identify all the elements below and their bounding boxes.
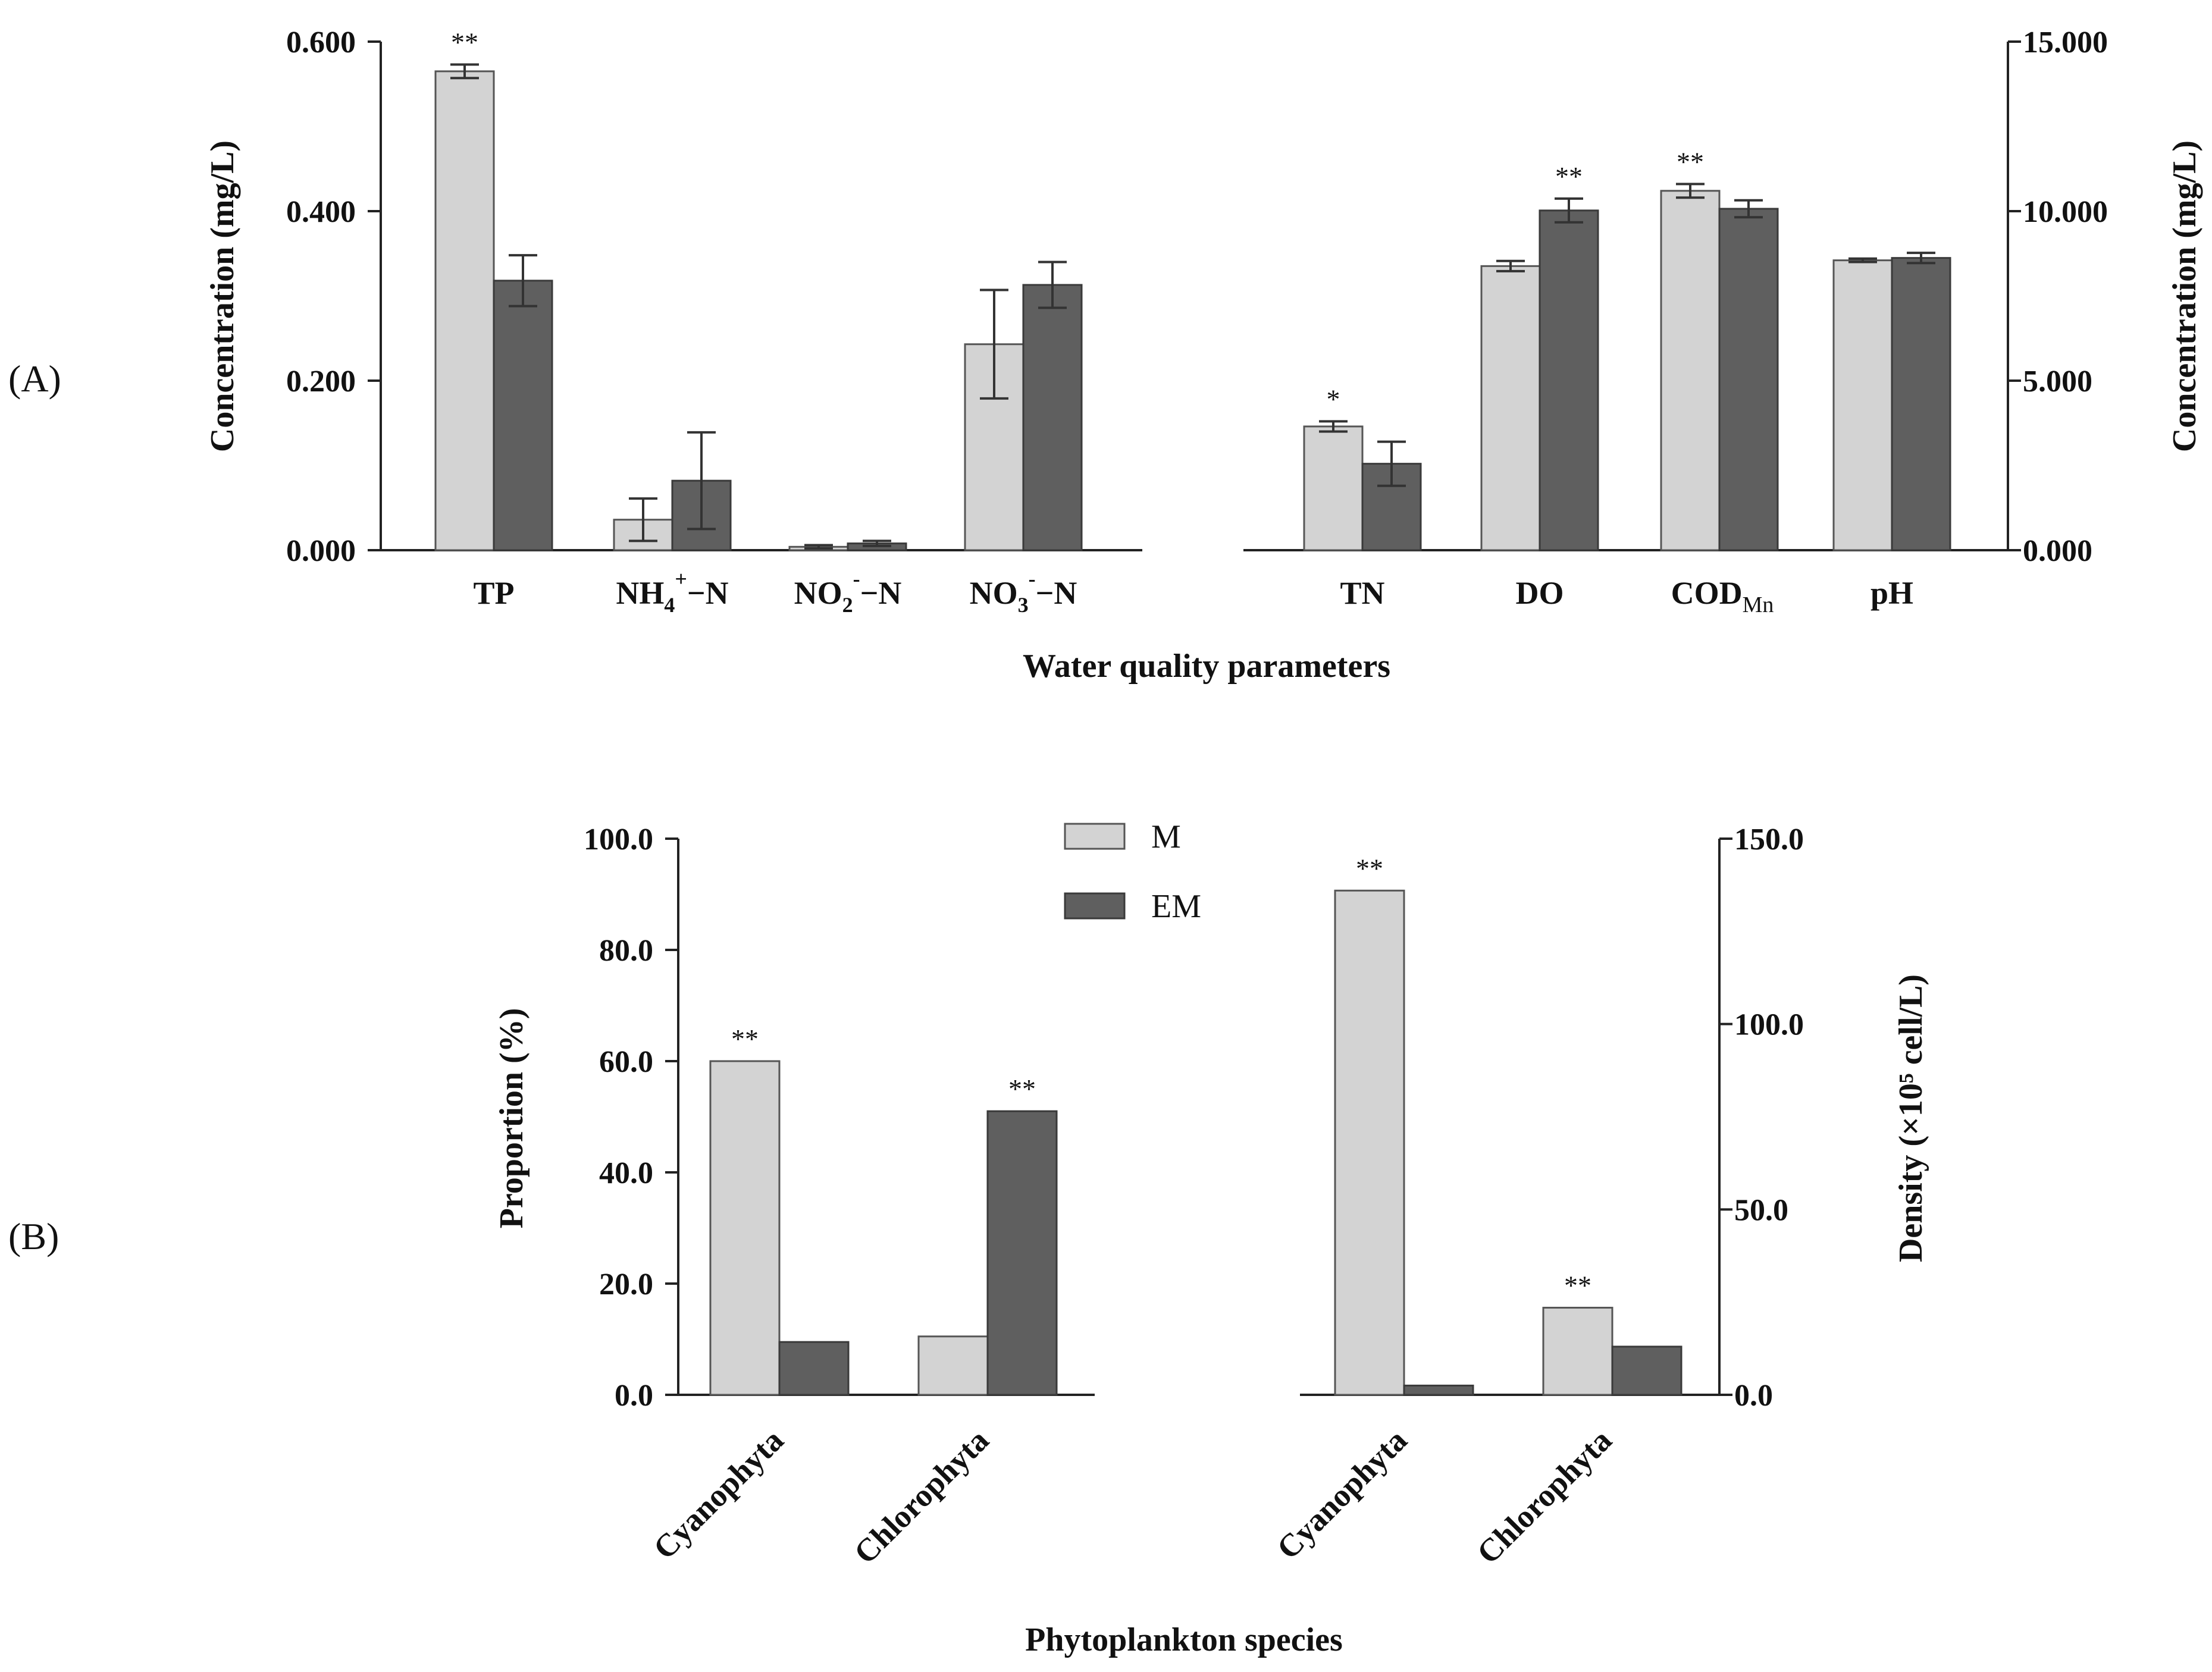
b-right-bar-em-1 — [1612, 1347, 1681, 1395]
a-left-tick-label-3: 0.600 — [286, 26, 356, 59]
a-category-labels: TP NH4+−N NO2-−N NO3-−N TN DO CODMn pH — [473, 567, 1913, 617]
b-left-tick-label-5: 100.0 — [584, 823, 653, 857]
cat-label-ph: pH — [1871, 575, 1913, 611]
b-right-significance-0: ** — [1356, 853, 1383, 883]
legend-swatch-em — [1065, 893, 1124, 918]
a-left-significance-0: ** — [451, 27, 478, 57]
a-left-tick-label-1: 0.200 — [286, 365, 356, 399]
a-right-tick-label-0: 0.000 — [2023, 534, 2092, 568]
b-left-significance-1: ** — [1008, 1074, 1036, 1104]
a-right-bar-m-0 — [1304, 426, 1362, 550]
b-right-bar-m-0 — [1335, 890, 1404, 1395]
cat-label-tp: TP — [473, 575, 514, 611]
a-right-significance-0: * — [1327, 384, 1340, 414]
b-left-tick-label-0: 0.0 — [615, 1379, 653, 1413]
legend: M EM — [1065, 818, 1201, 925]
cat-label-do: DO — [1516, 575, 1564, 611]
cat-label-no2: NO2-−N — [794, 567, 902, 617]
b-right-tick-label-0: 0.0 — [1734, 1379, 1773, 1413]
panel-label-b: (B) — [8, 1215, 59, 1257]
b-left-bar-m-1 — [919, 1337, 988, 1395]
legend-label-m: M — [1151, 818, 1181, 855]
b-right-bar-m-1 — [1543, 1308, 1612, 1395]
cat-label-b-right-cyanophyta: Cyanophyta — [1270, 1422, 1414, 1566]
cat-label-nh4: NH4+−N — [616, 567, 728, 617]
a-left-bar-em-3 — [1023, 285, 1082, 550]
a-right-bar-m-2 — [1661, 191, 1719, 550]
b-right-tick-label-3: 150.0 — [1734, 823, 1804, 857]
b-left-bar-em-0 — [779, 1342, 848, 1395]
a-right-tick-label-1: 5.000 — [2023, 365, 2092, 399]
a-left-bar-em-0 — [494, 281, 552, 550]
a-left-y-title: Concentration (mg/L) — [204, 140, 241, 452]
b-right-tick-label-2: 100.0 — [1734, 1008, 1804, 1042]
cat-label-no3: NO3-−N — [970, 567, 1077, 617]
b-left-tick-label-2: 40.0 — [599, 1156, 653, 1190]
b-left-tick-label-3: 60.0 — [599, 1045, 653, 1079]
b-right-tick-label-1: 50.0 — [1734, 1193, 1788, 1227]
cat-label-tn: TN — [1340, 575, 1384, 611]
a-right-bar-em-2 — [1719, 209, 1778, 550]
chart-marks: 0.000 0.200 0.400 0.600 ** 0.000 5.000 10.000 15… — [286, 26, 2108, 1413]
cat-label-b-right-chlorophyta: Chlorophyta — [1470, 1422, 1619, 1571]
figure: (A) (B) Concentration (mg/L) Concentrati… — [0, 0, 2212, 1672]
a-right-bar-m-1 — [1481, 266, 1540, 550]
a-x-title: Water quality parameters — [1023, 648, 1390, 685]
a-right-bar-m-3 — [1834, 261, 1892, 550]
b-left-bar-m-0 — [710, 1061, 779, 1395]
a-right-significance-2: ** — [1677, 146, 1704, 177]
b-right-y-title: Density (×10⁵ cell/L) — [1893, 974, 1929, 1262]
b-right-significance-1: ** — [1564, 1271, 1591, 1301]
b-x-title: Phytoplankton species — [1025, 1621, 1343, 1658]
b-left-tick-label-1: 20.0 — [599, 1268, 653, 1301]
cat-label-b-left-cyanophyta: Cyanophyta — [647, 1422, 791, 1566]
a-right-bar-em-1 — [1540, 211, 1598, 550]
a-right-bar-em-3 — [1892, 258, 1950, 550]
b-right-bar-em-0 — [1404, 1385, 1473, 1395]
b-category-labels: Cyanophyta Chlorophyta Cyanophyta Chloro… — [647, 1422, 1619, 1571]
a-left-tick-label-0: 0.000 — [286, 534, 356, 568]
legend-label-em: EM — [1151, 888, 1201, 925]
b-left-y-title: Proportion (%) — [493, 1008, 530, 1229]
b-left-bar-em-1 — [988, 1111, 1057, 1395]
a-left-tick-label-2: 0.400 — [286, 195, 356, 229]
b-left-significance-0: ** — [731, 1024, 759, 1054]
a-left-bar-m-0 — [435, 71, 494, 550]
a-right-y-title: Concentration (mg/L) — [2166, 140, 2203, 452]
a-right-tick-label-2: 10.000 — [2023, 195, 2108, 229]
legend-swatch-m — [1065, 824, 1124, 849]
cat-label-b-left-chlorophyta: Chlorophyta — [847, 1422, 996, 1571]
cat-label-codmn: CODMn — [1671, 575, 1774, 617]
panel-label-a: (A) — [8, 357, 61, 400]
b-left-tick-label-4: 80.0 — [599, 934, 653, 968]
a-right-tick-label-3: 15.000 — [2023, 26, 2108, 59]
a-right-significance-1: ** — [1555, 161, 1583, 192]
